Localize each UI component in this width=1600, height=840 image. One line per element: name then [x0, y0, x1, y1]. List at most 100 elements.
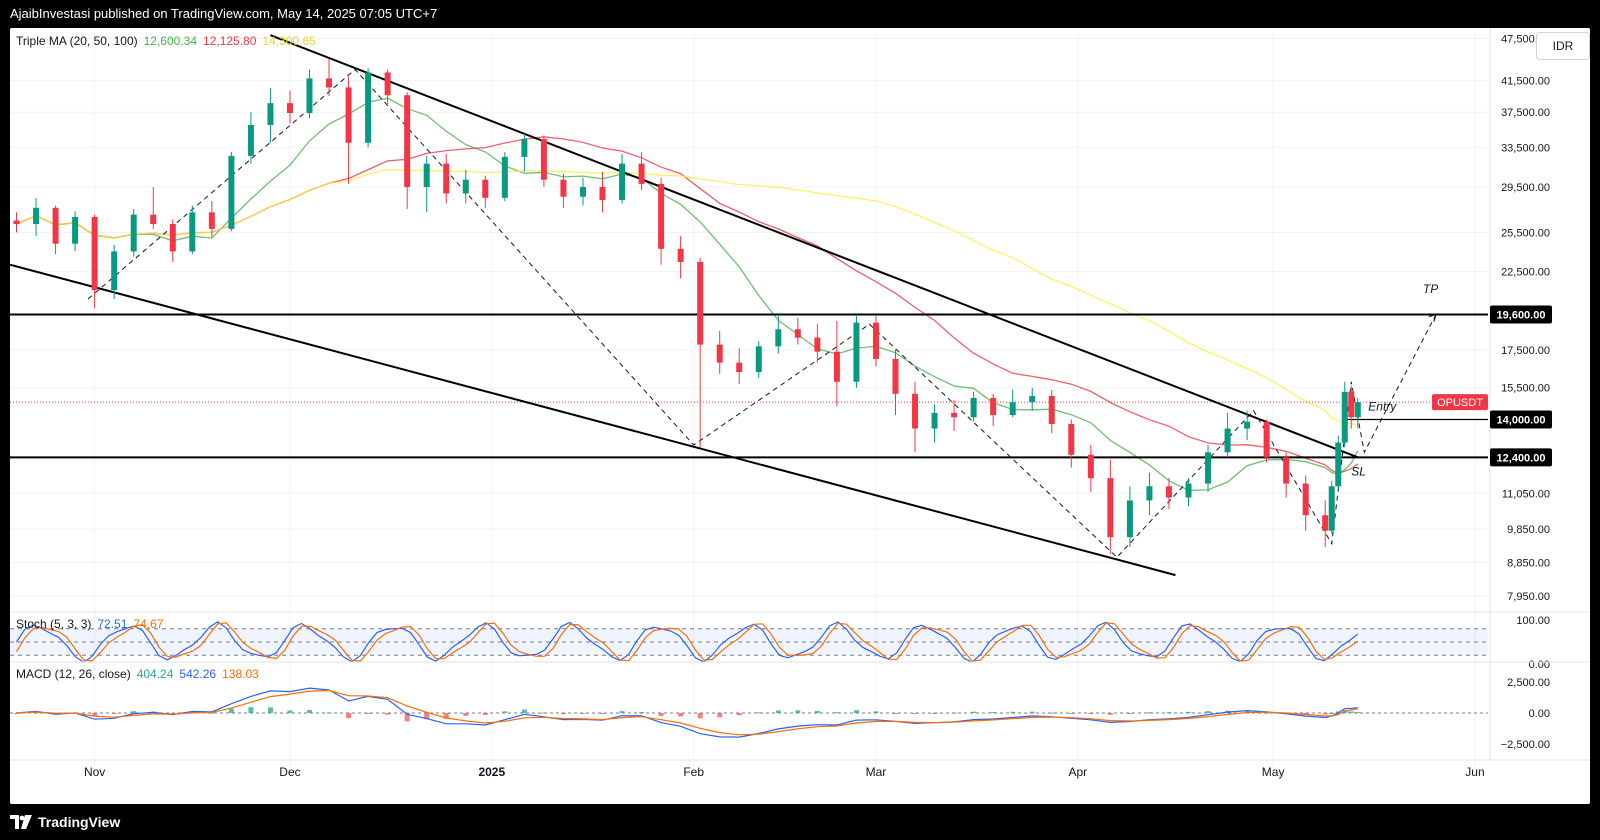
candle: [1029, 387, 1036, 411]
time-tick-label: Feb: [683, 765, 704, 779]
legend-triple-ma[interactable]: Triple MA (20, 50, 100) 12,600.34 12,125…: [16, 34, 316, 48]
price-tick-label: 17,500.00: [1501, 345, 1550, 357]
candle: [833, 320, 840, 407]
candle-body: [1328, 486, 1335, 531]
candle: [814, 324, 821, 363]
candle-body: [1068, 423, 1075, 455]
price-tick-label: 37,500.00: [1501, 107, 1550, 119]
time-tick-label: May: [1262, 765, 1285, 779]
footer-brand: TradingView: [38, 814, 121, 830]
candle: [443, 153, 450, 204]
candle: [462, 169, 469, 204]
macd-pane: 2,500.00 0.00 −2,500.00: [10, 661, 1590, 751]
candle: [619, 153, 626, 204]
legend-value-ma50: 12,125.80: [203, 34, 257, 48]
chart-canvas[interactable]: TP Entry SL 100.00 0.00 2,500.00 0.00 −2,500.…: [10, 28, 1590, 804]
candle: [716, 330, 723, 374]
candle-body: [1302, 483, 1309, 516]
candle: [755, 341, 762, 378]
candle-body: [33, 207, 40, 225]
candle: [560, 173, 567, 208]
candle: [1224, 412, 1231, 458]
candle-body: [560, 179, 567, 197]
candle-body: [1107, 478, 1114, 538]
macd-histogram-bar: [521, 709, 527, 713]
candle-body: [1322, 515, 1329, 531]
candle-body: [638, 163, 645, 184]
ma100-line: [16, 169, 1358, 427]
candle: [990, 393, 997, 427]
macd-histogram-bar: [775, 710, 781, 713]
candle: [1068, 419, 1075, 468]
candle: [1335, 435, 1342, 490]
macd-histogram-bar: [502, 711, 508, 713]
candle-body: [52, 207, 59, 244]
stoch-tick-label: 0.00: [1529, 659, 1550, 671]
time-axis: Nov Dec 2025 Feb Mar Apr May Jun: [10, 759, 1590, 779]
legend-macd[interactable]: MACD (12, 26, close) 404.24 542.26 138.0…: [16, 667, 259, 681]
annotations: TP Entry SL: [1351, 282, 1438, 478]
candle: [1185, 478, 1192, 507]
moving-averages: [16, 97, 1359, 491]
macd-histogram-bar: [541, 712, 547, 714]
time-tick-label: Jun: [1465, 765, 1484, 779]
macd-histogram-bar: [424, 713, 430, 720]
symbol-price-tag: [1432, 394, 1488, 411]
macd-histogram-bar: [951, 712, 957, 714]
candle: [931, 404, 938, 443]
candle-body: [521, 139, 528, 157]
candle: [1348, 385, 1355, 429]
price-tick-label: 33,500.00: [1501, 142, 1550, 154]
macd-histogram-bar: [932, 713, 938, 714]
candle: [1354, 397, 1361, 429]
candle: [72, 211, 79, 252]
candle: [286, 90, 293, 124]
macd-histogram-bar: [385, 713, 391, 715]
candle: [1341, 381, 1348, 448]
candle-body: [1029, 395, 1036, 403]
macd-histogram-bar: [482, 713, 488, 716]
candle: [52, 205, 59, 255]
level-price-tag-label: 12,400.00: [1497, 452, 1546, 464]
candle: [326, 58, 333, 97]
candle-body: [1335, 442, 1342, 487]
candle-body: [1283, 457, 1290, 484]
candle: [1263, 419, 1270, 463]
chart-panel[interactable]: TP Entry SL 100.00 0.00 2,500.00 0.00 −2,500.…: [10, 28, 1590, 804]
macd-histogram-bar: [736, 713, 742, 716]
candle-body: [1048, 395, 1055, 424]
candle: [1009, 389, 1016, 418]
macd-histogram-bar: [639, 712, 645, 714]
macd-histogram-bar: [1049, 712, 1055, 714]
candle-body: [91, 216, 98, 291]
candle: [794, 317, 801, 345]
candle-body: [912, 393, 919, 429]
candle-body: [833, 351, 840, 382]
stochastic-pane: 100.00 0.00: [10, 611, 1590, 671]
macd-histogram-bar: [697, 713, 703, 719]
macd-histogram-bar: [971, 711, 977, 713]
macd-histogram-bar: [756, 712, 762, 714]
candle-body: [1205, 452, 1212, 484]
level-price-tag-label: 19,600.00: [1497, 310, 1546, 322]
legend-stoch[interactable]: Stoch (5, 3, 3) 72.51 74.67: [16, 617, 163, 631]
candles: [13, 58, 1361, 554]
macd-histogram-bar: [834, 712, 840, 714]
channel-lower-line: [10, 263, 1176, 577]
legend-value-macd: 542.26: [179, 667, 217, 681]
candle-body: [111, 251, 118, 291]
candle: [892, 349, 899, 416]
candle-body: [794, 329, 801, 338]
tradingview-logo[interactable]: TradingView: [10, 814, 120, 830]
currency-button[interactable]: IDR: [1536, 32, 1590, 60]
legend-name: Stoch (5, 3, 3): [16, 617, 92, 631]
macd-histogram-bar: [1166, 712, 1172, 714]
candle-body: [1354, 402, 1361, 418]
macd-tick-label: −2,500.00: [1501, 739, 1550, 751]
candle-body: [423, 163, 430, 188]
candle-body: [150, 214, 157, 225]
candle: [540, 135, 547, 188]
candle-body: [1126, 500, 1133, 538]
candle-body: [482, 179, 489, 198]
candle: [736, 348, 743, 384]
